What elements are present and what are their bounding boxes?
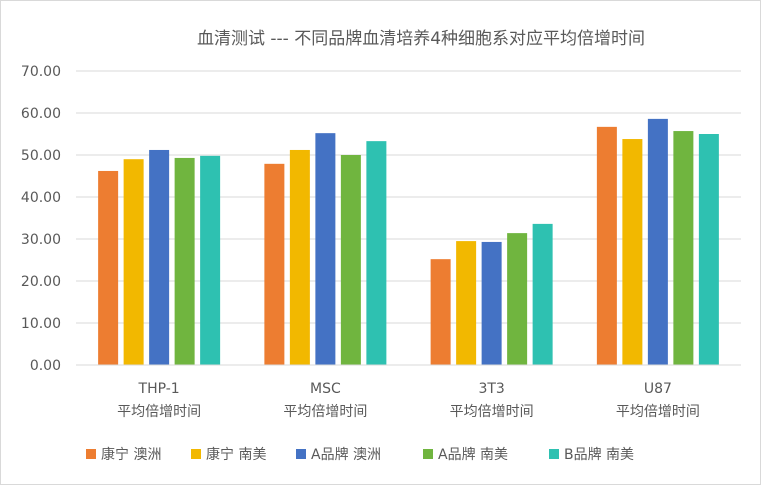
y-tick-label: 40.00 (21, 190, 61, 206)
bar (340, 155, 361, 365)
bar (647, 118, 668, 365)
legend-label: B品牌 南美 (564, 446, 634, 463)
bar (532, 223, 553, 365)
legend-swatch (296, 449, 306, 459)
bar (481, 241, 502, 365)
y-tick-label: 20.00 (21, 274, 61, 290)
y-tick-label: 30.00 (21, 232, 61, 248)
legend-swatch (191, 449, 201, 459)
legend-swatch (549, 449, 559, 459)
x-category-sublabel: 平均倍增时间 (283, 404, 367, 420)
x-category-label: U87 (644, 381, 672, 397)
bar (149, 149, 170, 365)
bar (456, 241, 477, 365)
bar (289, 149, 310, 365)
bar (264, 163, 285, 365)
x-category-label: THP-1 (138, 381, 180, 397)
bar (200, 155, 221, 365)
x-category-label: MSC (310, 381, 341, 397)
chart-title: 血清测试 --- 不同品牌血清培养4种细胞系对应平均倍增时间 (197, 29, 645, 49)
y-tick-label: 50.00 (21, 148, 61, 164)
x-category-sublabel: 平均倍增时间 (616, 404, 700, 420)
bar (174, 157, 195, 365)
y-tick-label: 70.00 (21, 64, 61, 80)
bar (430, 259, 451, 365)
legend-label: 康宁 南美 (206, 446, 266, 463)
x-category-sublabel: 平均倍增时间 (117, 404, 201, 420)
y-tick-label: 60.00 (21, 106, 61, 122)
legend-label: 康宁 澳洲 (101, 446, 161, 463)
y-tick-label: 10.00 (21, 316, 61, 332)
x-category-sublabel: 平均倍增时间 (450, 404, 534, 420)
bar (596, 126, 617, 365)
bar (622, 139, 643, 365)
bar (98, 170, 119, 365)
bar (698, 134, 719, 365)
bar (673, 131, 694, 365)
legend-label: A品牌 南美 (438, 446, 508, 463)
bar (123, 159, 144, 365)
bar (315, 133, 336, 365)
y-tick-label: 0.00 (30, 358, 61, 374)
legend-swatch (423, 449, 433, 459)
legend-label: A品牌 澳洲 (311, 446, 381, 463)
bar (507, 233, 528, 365)
bar (366, 141, 387, 365)
legend-swatch (86, 449, 96, 459)
x-category-label: 3T3 (478, 381, 504, 397)
